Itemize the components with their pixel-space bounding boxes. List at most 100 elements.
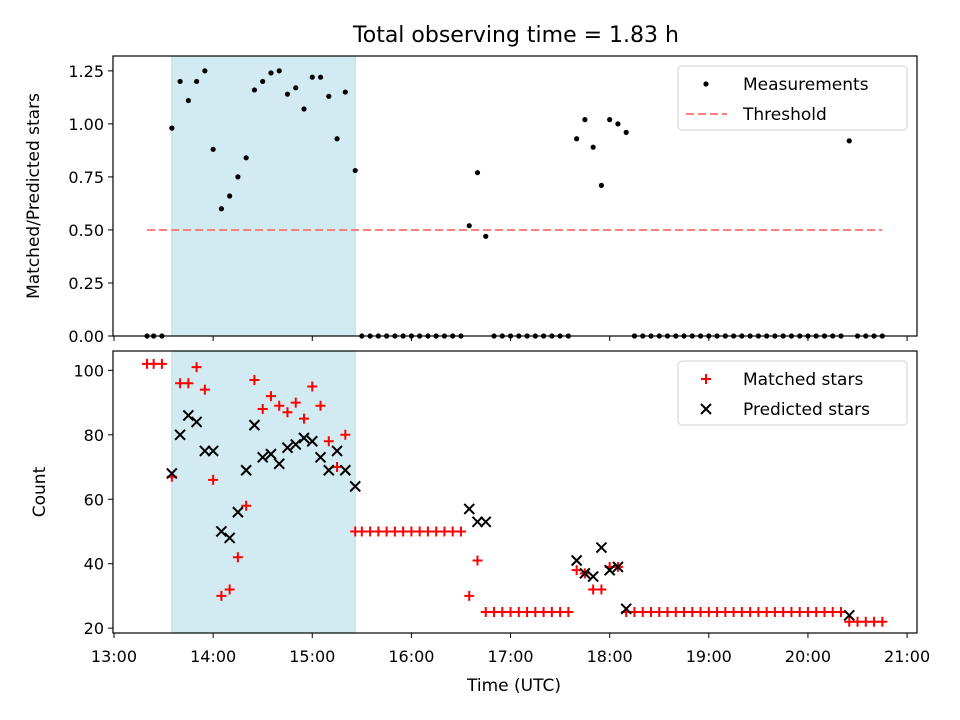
x-tick-label: 13:00 (91, 647, 137, 666)
predicted-star-point (273, 458, 285, 470)
measurement-point (474, 170, 481, 176)
measurement-point (235, 174, 241, 180)
legend-frame (677, 360, 908, 426)
predicted-star-point (223, 532, 236, 544)
measurement-point (342, 89, 348, 95)
legend-label: Predicted stars (743, 400, 870, 420)
predicted-star-point (281, 441, 294, 454)
predicted-star-point (199, 445, 211, 457)
measurement-point (251, 87, 258, 93)
legend-predicted-swatch (700, 403, 712, 415)
x-tick-label: 20:00 (785, 647, 831, 666)
measurement-point (301, 106, 307, 112)
measurement-point (260, 78, 266, 85)
matched-star-point (563, 607, 574, 618)
measurement-point (218, 206, 224, 212)
measurement-point (243, 155, 249, 161)
y-tick-label: 40 (84, 555, 104, 574)
y-tick-label: 100 (73, 361, 104, 380)
predicted-star-point (306, 435, 318, 447)
predicted-star-point (570, 554, 583, 567)
predicted-star-point (603, 564, 616, 576)
count-panel: 20 40 60 80 100 13:00 14:00 15:00 16:00 17:00 18:0… (30, 350, 930, 666)
measurement-point (590, 144, 596, 150)
y-tick-label: 20 (84, 619, 104, 638)
ratio-panel: 0.00 0.25 0.50 0.75 1.00 1.25 Matched/Predicte… (24, 55, 918, 346)
x-tick-label: 15:00 (289, 647, 335, 666)
legend-matched-swatch (701, 374, 711, 384)
measurement-point (352, 167, 358, 174)
predicted-star-point (166, 467, 178, 480)
legend-frame (677, 65, 908, 131)
matched-star-point (208, 474, 219, 485)
predicted-star-point (190, 416, 203, 428)
y-axis-label: Matched/Predicted stars (24, 93, 44, 299)
measurement-point (846, 138, 852, 144)
matched-star-point (307, 381, 318, 392)
measurement-point (317, 74, 324, 80)
predicted-star-point (207, 445, 219, 457)
predicted-star-point (843, 609, 855, 621)
y-tick-label: 0.75 (68, 168, 104, 187)
matched-star-point (274, 400, 285, 411)
matched-star-point (224, 584, 235, 595)
measurement-point (334, 136, 340, 142)
measurement-point (276, 68, 282, 74)
matched-star-point (877, 616, 888, 627)
predicted-star-point (480, 516, 492, 528)
predicted-star-point (471, 516, 484, 528)
matched-star-point (299, 413, 310, 424)
predicted-star-point (248, 419, 261, 431)
y-tick-label: 0.25 (68, 274, 104, 293)
matched-star-point (232, 552, 243, 563)
predicted-star-point (579, 567, 591, 580)
matched-star-point (315, 400, 326, 411)
y-tick-label: 0.00 (68, 327, 104, 346)
matched-star-point (835, 607, 846, 618)
y-axis-label: Count (30, 466, 50, 517)
axes-frame (112, 350, 918, 634)
y-tick-label: 60 (84, 490, 104, 509)
measurement-point (293, 85, 299, 91)
measurement-point (202, 68, 208, 74)
measurement-point (185, 97, 191, 104)
legend-label: Measurements (743, 75, 869, 95)
legend-label: Matched stars (743, 370, 863, 390)
observing-window-band (171, 350, 356, 634)
figure-title: Total observing time = 1.83 h (352, 23, 679, 48)
measurement-point (309, 74, 315, 80)
x-axis-label: Time (UTC) (466, 676, 561, 696)
predicted-star-point (314, 451, 327, 464)
predicted-star-point (323, 464, 335, 476)
predicted-star-point (174, 429, 186, 441)
measurement-point (574, 136, 580, 142)
predicted-star-point (349, 480, 361, 493)
x-tick-label: 16:00 (388, 647, 434, 666)
measurement-point (227, 193, 233, 199)
matched-star-point (156, 358, 167, 369)
x-tick-label: 14:00 (190, 647, 236, 666)
matched-star-point (340, 429, 351, 440)
predicted-star-point (587, 570, 599, 583)
measurement-point (177, 78, 183, 85)
matched-star-point (183, 378, 194, 389)
y-tick-label: 80 (84, 426, 104, 445)
legend: Matched stars Predicted stars (677, 360, 908, 426)
measurement-point (169, 125, 175, 131)
predicted-star-point (256, 451, 269, 464)
matched-star-point (596, 584, 607, 595)
x-tick-label: 21:00 (884, 647, 930, 666)
matched-star-point (290, 397, 301, 408)
matched-star-point (249, 375, 260, 386)
matched-star-point (216, 590, 227, 601)
measurement-point (194, 78, 200, 85)
measurement-point (615, 121, 621, 127)
predicted-star-point (331, 445, 343, 457)
predicted-star-point (463, 503, 475, 515)
matched-star-point (472, 555, 483, 566)
measurement-point (623, 129, 629, 135)
matched-star-point (571, 565, 582, 576)
axes-frame (112, 55, 918, 337)
measurement-point (466, 223, 472, 229)
y-tick-label: 0.50 (68, 221, 104, 240)
